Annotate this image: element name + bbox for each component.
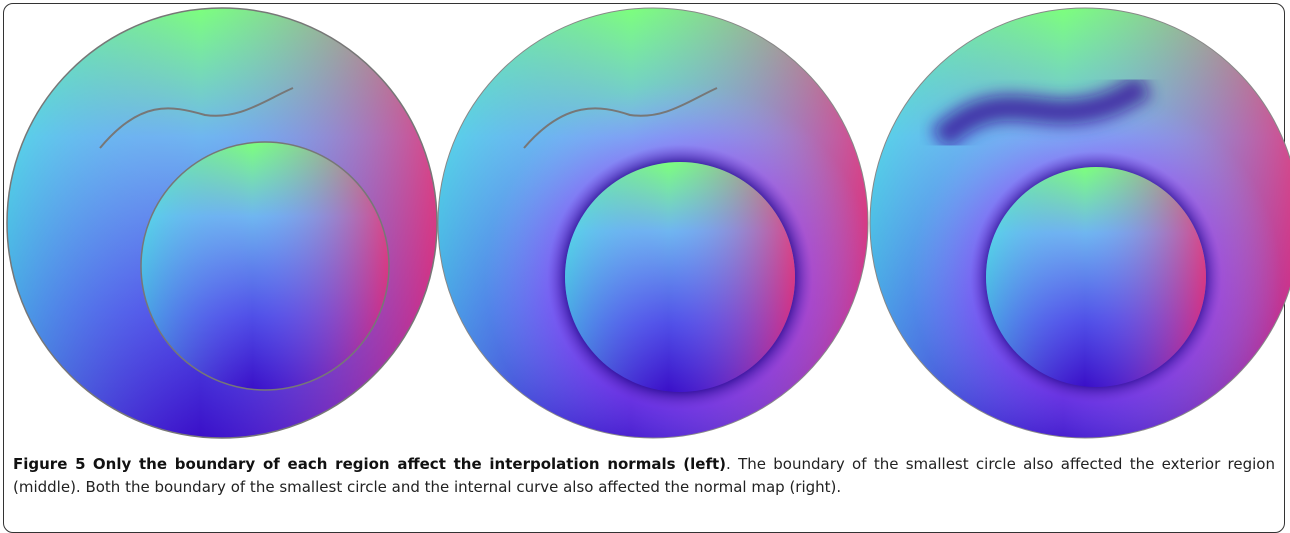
figure-image [0, 0, 1290, 450]
figure-caption: Figure 5 Only the boundary of each regio… [13, 453, 1275, 499]
figure-label: Figure 5 [13, 455, 86, 473]
panel-middle [438, 8, 875, 450]
panel-right [870, 8, 1290, 450]
figure-title: Only the boundary of each region affect … [93, 455, 726, 473]
panel-left [7, 8, 437, 438]
page: {"figure": {"label": "Figure 5", "title"… [0, 0, 1290, 513]
